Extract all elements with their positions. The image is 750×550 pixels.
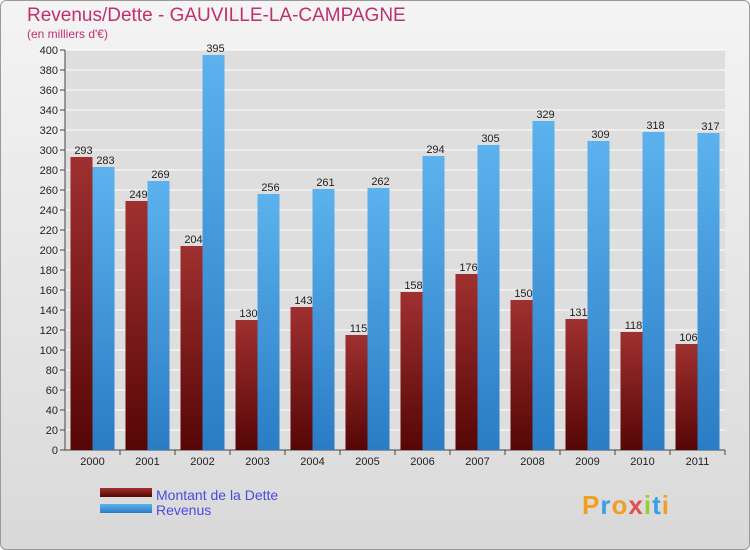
value-label-dette: 115 [350, 323, 368, 335]
bars [70, 55, 720, 450]
x-tick-label: 2000 [80, 456, 104, 468]
y-tick-label: 320 [40, 125, 58, 137]
value-label-revenus: 317 [701, 121, 719, 133]
bar-revenus [147, 181, 170, 450]
bar-revenus [367, 188, 390, 450]
labels: 0 20 40 60 80 100 120 140 160 180 200 220 240 260 280 3… [40, 43, 720, 468]
value-label-revenus: 283 [96, 155, 114, 167]
bar-revenus [257, 194, 280, 450]
x-tick-label: 2001 [135, 456, 159, 468]
bar-dette [400, 292, 423, 450]
brand-logo: Proxiti [582, 490, 670, 520]
bar-dette [235, 320, 258, 450]
value-label-dette: 176 [459, 262, 477, 274]
value-label-revenus: 269 [151, 169, 169, 181]
value-label-revenus: 309 [591, 129, 609, 141]
value-label-revenus: 294 [426, 144, 444, 156]
y-tick-label: 80 [46, 365, 58, 377]
y-tick-label: 180 [40, 265, 58, 277]
bar-revenus [532, 121, 555, 450]
grid [60, 49, 726, 455]
y-tick-label: 240 [40, 205, 58, 217]
bar-revenus [587, 141, 610, 450]
value-label-dette: 249 [129, 189, 147, 201]
legend: Montant de la Dette Revenus [100, 487, 278, 518]
bar-dette [675, 344, 698, 450]
legend-swatch-dette [100, 488, 152, 497]
value-label-revenus: 262 [371, 176, 389, 188]
legend-label-revenus: Revenus [156, 502, 211, 518]
legend-label-dette: Montant de la Dette [156, 487, 278, 503]
y-tick-label: 260 [40, 185, 58, 197]
bar-revenus [312, 189, 335, 450]
y-tick-label: 220 [40, 225, 58, 237]
y-tick-label: 200 [40, 245, 58, 257]
y-tick-label: 0 [52, 445, 58, 457]
y-tick-label: 120 [40, 325, 58, 337]
x-tick-label: 2006 [410, 456, 434, 468]
legend-swatch-revenus [100, 504, 152, 513]
y-tick-label: 140 [40, 305, 58, 317]
value-label-revenus: 395 [206, 43, 224, 55]
bar-dette [510, 300, 533, 450]
y-tick-label: 100 [40, 345, 58, 357]
value-label-revenus: 329 [536, 109, 554, 121]
y-tick-label: 160 [40, 285, 58, 297]
value-label-revenus: 261 [316, 177, 334, 189]
value-label-dette: 150 [514, 288, 532, 300]
x-tick-label: 2011 [686, 456, 710, 468]
value-label-dette: 158 [404, 280, 422, 292]
bar-dette [565, 319, 588, 450]
value-label-dette: 106 [679, 332, 697, 344]
y-tick-label: 300 [40, 145, 58, 157]
value-label-dette: 130 [239, 308, 257, 320]
y-tick-label: 380 [40, 65, 58, 77]
value-label-revenus: 318 [646, 120, 664, 132]
bar-dette [345, 335, 368, 450]
bar-revenus [92, 167, 115, 450]
value-label-dette: 143 [294, 295, 312, 307]
bar-revenus [477, 145, 500, 450]
bar-dette [455, 274, 478, 450]
x-tick-label: 2002 [190, 456, 214, 468]
chart-title: Revenus/Dette - GAUVILLE-LA-CAMPAGNE [27, 5, 406, 26]
chart-subtitle: (en milliers d'€) [27, 27, 108, 41]
y-tick-label: 360 [40, 85, 58, 97]
x-tick-label: 2009 [575, 456, 599, 468]
value-label-dette: 293 [74, 145, 92, 157]
x-tick-label: 2008 [520, 456, 544, 468]
bar-revenus [697, 133, 720, 450]
y-tick-label: 40 [46, 405, 58, 417]
y-tick-label: 60 [46, 385, 58, 397]
value-label-revenus: 256 [261, 182, 279, 194]
value-label-dette: 204 [184, 234, 202, 246]
x-tick-label: 2007 [465, 456, 489, 468]
value-label-revenus: 305 [481, 133, 499, 145]
bar-dette [180, 246, 203, 450]
x-tick-label: 2003 [245, 456, 269, 468]
y-tick-label: 340 [40, 105, 58, 117]
bar-revenus [422, 156, 445, 450]
x-tick-label: 2010 [630, 456, 654, 468]
bar-revenus [202, 55, 225, 450]
bar-dette [70, 157, 93, 450]
x-tick-label: 2005 [355, 456, 379, 468]
y-tick-label: 400 [40, 45, 58, 57]
value-label-dette: 118 [625, 320, 643, 332]
value-label-dette: 131 [569, 307, 587, 319]
y-tick-label: 20 [46, 425, 58, 437]
y-tick-label: 280 [40, 165, 58, 177]
bar-dette [125, 201, 148, 450]
bar-revenus [642, 132, 665, 450]
bar-dette [290, 307, 313, 450]
bar-dette [620, 332, 643, 450]
x-tick-label: 2004 [300, 456, 324, 468]
